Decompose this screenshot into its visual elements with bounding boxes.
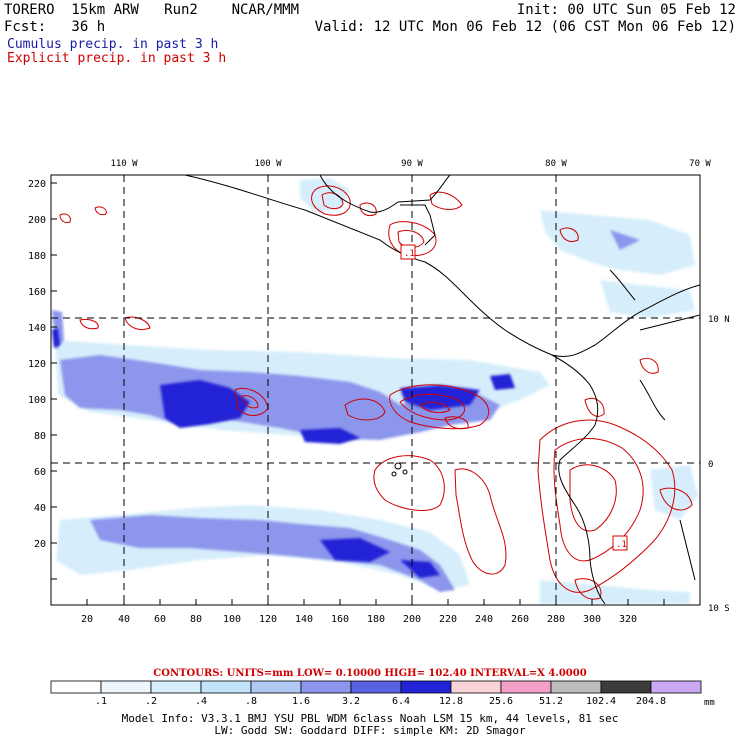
colorbar-label: 6.4 — [392, 696, 410, 707]
y-tick-label: 120 — [28, 359, 46, 370]
coastlines — [184, 175, 700, 605]
y-tick-label: 20 — [34, 539, 46, 550]
colorbar-segment — [150, 680, 202, 694]
explicit-contours — [59, 185, 693, 600]
colorbar-segment — [200, 680, 252, 694]
lat-label: 0 — [708, 460, 713, 470]
y-tick-label: 80 — [34, 431, 46, 442]
colorbar-label: .8 — [245, 696, 257, 707]
x-tick-label: 180 — [367, 614, 385, 625]
y-tick-label: 100 — [28, 395, 46, 406]
colorbar-label: .4 — [195, 696, 207, 707]
box-label-group: .1 .1 — [400, 244, 628, 551]
axis-ticks — [51, 182, 665, 605]
colorbar-segment — [550, 680, 602, 694]
explicit-label: Explicit precip. in past 3 h — [7, 51, 227, 66]
box-label: .1 — [616, 540, 627, 550]
colorbar-segment — [100, 680, 152, 694]
model-info-line2: LW: Godd SW: Goddard DIFF: simple KM: 2D… — [214, 724, 526, 737]
lon-label: 80 W — [545, 159, 567, 169]
colorbar-segment — [350, 680, 402, 694]
colorbar: .1 .2 .4 .8 1.6 3.2 6.4 12.8 25.6 51.2 102.4 204.8 — [50, 680, 702, 707]
model-title: TORERO 15km ARW Run2 NCAR/MMM — [4, 2, 300, 18]
lon-labels: 110 W 100 W 90 W 80 W 70 W — [110, 159, 711, 169]
y-tick-label: 160 — [28, 287, 46, 298]
x-tick-label: 120 — [259, 614, 277, 625]
colorbar-label: .2 — [145, 696, 157, 707]
colorbar-segment — [450, 680, 502, 694]
lat-lon-grid — [51, 175, 700, 605]
colorbar-label: 1.6 — [292, 696, 310, 707]
x-tick-label: 200 — [403, 614, 421, 625]
lat-label: 10 S — [708, 604, 730, 614]
colorbar-label: 204.8 — [636, 696, 666, 707]
x-tick-label: 20 — [81, 614, 93, 625]
colorbar-segment — [250, 680, 302, 694]
y-tick-label: 140 — [28, 323, 46, 334]
x-tick-label: 320 — [619, 614, 637, 625]
colorbar-segment — [650, 680, 702, 694]
x-tick-label: 260 — [511, 614, 529, 625]
colorbar-unit: mm — [704, 698, 715, 708]
x-tick-label: 100 — [223, 614, 241, 625]
valid-time: Valid: 12 UTC Mon 06 Feb 12 (06 CST Mon … — [314, 19, 736, 35]
colorbar-segment — [50, 680, 102, 694]
y-tick-label: 40 — [34, 503, 46, 514]
box-label: .1 — [404, 249, 415, 259]
lon-label: 110 W — [110, 159, 138, 169]
x-tick-label: 220 — [439, 614, 457, 625]
x-tick-label: 160 — [331, 614, 349, 625]
lon-label: 90 W — [401, 159, 423, 169]
x-tick-label: 240 — [475, 614, 493, 625]
colorbar-label: 102.4 — [586, 696, 616, 707]
lat-label: 10 N — [708, 315, 730, 325]
lon-label: 100 W — [254, 159, 282, 169]
y-tick-label: 60 — [34, 467, 46, 478]
colorbar-label: 12.8 — [439, 696, 463, 707]
x-tick-label: 60 — [154, 614, 166, 625]
contours-info: CONTOURS: UNITS=mm LOW= 0.10000 HIGH= 10… — [153, 668, 587, 679]
init-time: Init: 00 UTC Sun 05 Feb 12 — [516, 2, 736, 18]
colorbar-segment — [600, 680, 652, 694]
x-tick-label: 40 — [118, 614, 130, 625]
colorbar-label: 3.2 — [342, 696, 360, 707]
lon-label: 70 W — [689, 159, 711, 169]
colorbar-segment — [500, 680, 552, 694]
y-tick-label: 220 — [28, 179, 46, 190]
colorbar-label: 25.6 — [489, 696, 513, 707]
x-tick-label: 300 — [583, 614, 601, 625]
model-info-line1: Model Info: V3.3.1 BMJ YSU PBL WDM 6clas… — [121, 712, 619, 725]
colorbar-label: .1 — [95, 696, 107, 707]
x-tick-label: 140 — [295, 614, 313, 625]
colorbar-segment — [300, 680, 352, 694]
y-tick-label: 200 — [28, 215, 46, 226]
x-tick-label: 80 — [190, 614, 202, 625]
precip-fill-layer — [52, 178, 698, 604]
x-tick-labels: 20 40 60 80 100 120 140 160 180 200 220 … — [81, 614, 637, 625]
colorbar-segment — [400, 680, 452, 694]
x-tick-label: 280 — [547, 614, 565, 625]
cumulus-label: Cumulus precip. in past 3 h — [7, 37, 219, 52]
y-tick-labels: 220 200 180 160 140 120 100 80 60 40 20 — [28, 179, 46, 550]
forecast-hour: Fcst: 36 h — [4, 19, 106, 35]
lat-labels: 10 N 0 10 S — [708, 315, 730, 614]
colorbar-label: 51.2 — [539, 696, 563, 707]
y-tick-label: 180 — [28, 251, 46, 262]
